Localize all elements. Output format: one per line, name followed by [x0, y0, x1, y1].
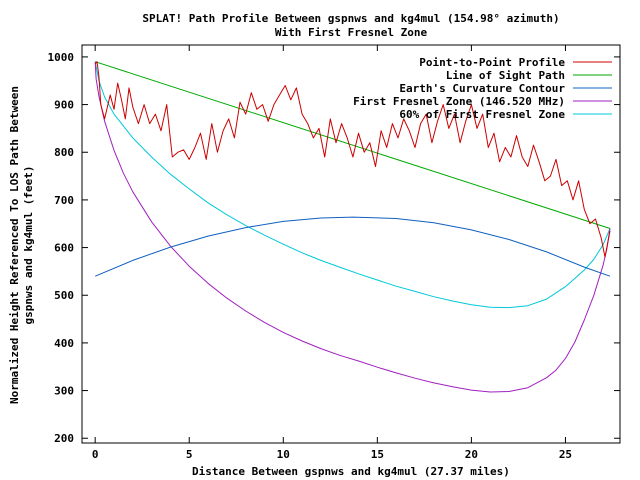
y-tick-label: 500: [54, 289, 74, 302]
x-axis-label: Distance Between gspnws and kg4mul (27.3…: [192, 465, 510, 478]
y-tick-label: 700: [54, 194, 74, 207]
legend-label-fresnel: First Fresnel Zone (146.520 MHz): [353, 95, 565, 108]
series-line-fresnel60: [94, 61, 611, 309]
x-tick-label: 5: [186, 448, 193, 461]
y-tick-label: 200: [54, 432, 74, 445]
chart-title-line2: With First Fresnel Zone: [275, 26, 428, 39]
x-tick-label: 10: [277, 448, 290, 461]
legend-label-curvature: Earth's Curvature Contour: [399, 82, 565, 95]
series-line-los: [95, 61, 611, 229]
chart-title-line1: SPLAT! Path Profile Between gspnws and k…: [142, 12, 559, 25]
y-tick-label: 600: [54, 242, 74, 255]
x-tick-label: 15: [371, 448, 384, 461]
x-tick-label: 25: [559, 448, 572, 461]
series-line-profile: [94, 61, 611, 258]
y-tick-label: 800: [54, 146, 74, 159]
y-axis-label-line2: gspnws and kg4mul (feet): [22, 166, 35, 325]
legend-label-los: Line of Sight Path: [446, 69, 565, 82]
plot-frame: [81, 44, 621, 444]
y-tick-label: 1000: [48, 51, 75, 64]
x-tick-label: 20: [465, 448, 478, 461]
series-line-curvature: [95, 216, 611, 277]
legend-label-profile: Point-to-Point Profile: [419, 56, 565, 69]
x-tick-label: 0: [92, 448, 99, 461]
y-tick-label: 300: [54, 385, 74, 398]
y-tick-label: 400: [54, 337, 74, 350]
series-layer: [94, 61, 611, 393]
series-line-fresnel: [94, 61, 611, 393]
legend-label-fresnel60: 60% of First Fresnel Zone: [399, 108, 565, 121]
ticks-layer: 0 5 10 15 20 25 200 300 400 500 600 700 800 900 1000: [48, 45, 620, 461]
y-tick-label: 900: [54, 99, 74, 112]
y-axis-label-line1: Normalized Height Referenced To LOS Path…: [8, 86, 21, 404]
